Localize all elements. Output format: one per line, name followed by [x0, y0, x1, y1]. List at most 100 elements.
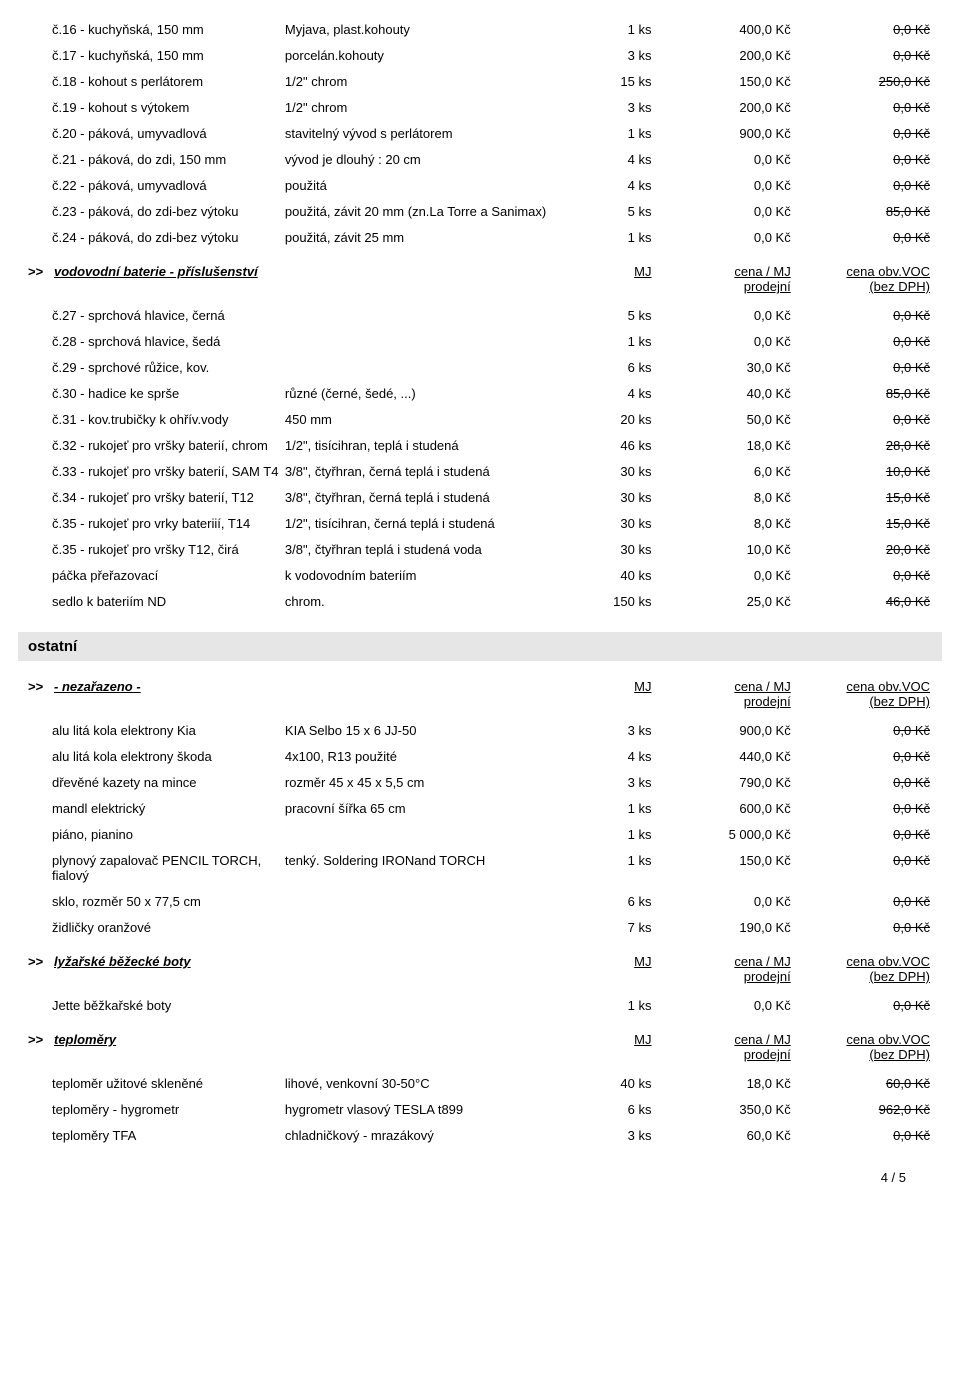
price-header: cena / MJprodejní [653, 1018, 792, 1070]
mj-header: MJ [634, 679, 651, 694]
cell-price: 25,0 Kč [653, 588, 792, 614]
marker-icon: >> [28, 954, 54, 969]
cell-product: sedlo k bateriím ND [28, 588, 283, 614]
cell-price: 600,0 Kč [653, 795, 792, 821]
table-row: č.23 - páková, do zdi-bez výtokupoužitá,… [28, 198, 932, 224]
cell-product: piáno, pianino [28, 821, 283, 847]
cell-product: teploměry - hygrometr [28, 1096, 283, 1122]
cell-product: č.17 - kuchyňská, 150 mm [28, 42, 283, 68]
cell-product: č.24 - páková, do zdi-bez výtoku [28, 224, 283, 250]
cell-product: alu litá kola elektrony Kia [28, 717, 283, 743]
cell-desc: lihové, venkovní 30-50°C [283, 1070, 561, 1096]
table-row: č.27 - sprchová hlavice, černá 5 ks 0,0 Kč… [28, 302, 932, 328]
cell-voc: 250,0 Kč [793, 68, 932, 94]
table-row: č.21 - páková, do zdi, 150 mmvývod je dl… [28, 146, 932, 172]
table-row: alu litá kola elektrony škoda4x100, R13 … [28, 743, 932, 769]
cell-price: 190,0 Kč [653, 914, 792, 940]
cell-mj: 6 ks [561, 354, 653, 380]
cell-voc: 0,0 Kč [793, 406, 932, 432]
cell-voc: 0,0 Kč [793, 224, 932, 250]
cell-product: dřevěné kazety na mince [28, 769, 283, 795]
cell-voc: 20,0 Kč [793, 536, 932, 562]
cell-mj: 30 ks [561, 484, 653, 510]
cell-mj: 3 ks [561, 94, 653, 120]
cell-product: č.18 - kohout s perlátorem [28, 68, 283, 94]
cell-mj: 4 ks [561, 172, 653, 198]
cell-product: č.22 - páková, umyvadlová [28, 172, 283, 198]
table-row: piáno, pianino1 ks5 000,0 Kč0,0 Kč [28, 821, 932, 847]
cell-price: 0,0 Kč [653, 562, 792, 588]
cell-mj: 3 ks [561, 42, 653, 68]
cell-mj: 4 ks [561, 380, 653, 406]
table-row: č.35 - rukojeť pro vrky bateriií, T141/2… [28, 510, 932, 536]
cell-mj: 1 ks [561, 821, 653, 847]
cell-voc: 0,0 Kč [793, 717, 932, 743]
cell-product: č.35 - rukojeť pro vrky bateriií, T14 [28, 510, 283, 536]
cell-desc: 1/2", tisícihran, teplá i studená [283, 432, 561, 458]
cell-voc: 0,0 Kč [793, 172, 932, 198]
table-row: židličky oranžové7 ks190,0 Kč0,0 Kč [28, 914, 932, 940]
cell-desc: Myjava, plast.kohouty [283, 16, 561, 42]
cell-voc: 15,0 Kč [793, 510, 932, 536]
cell-mj: 5 ks [561, 198, 653, 224]
cell-product: sklo, rozměr 50 x 77,5 cm [28, 888, 283, 914]
cell-price: 400,0 Kč [653, 16, 792, 42]
table-row: č.17 - kuchyňská, 150 mmporcelán.kohouty… [28, 42, 932, 68]
cell-desc: různé (černé, šedé, ...) [283, 380, 561, 406]
cell-price: 5 000,0 Kč [653, 821, 792, 847]
cell-price: 0,0 Kč [653, 146, 792, 172]
cell-price: 200,0 Kč [653, 94, 792, 120]
cell-voc: 28,0 Kč [793, 432, 932, 458]
cell-desc [283, 992, 561, 1018]
cell-desc: 3/8", čtyřhran teplá i studená voda [283, 536, 561, 562]
cell-product: č.30 - hadice ke sprše [28, 380, 283, 406]
cell-mj: 30 ks [561, 536, 653, 562]
voc-header: cena obv.VOC(bez DPH) [793, 940, 932, 992]
cell-voc: 0,0 Kč [793, 94, 932, 120]
cell-desc: pracovní šířka 65 cm [283, 795, 561, 821]
table-row: plynový zapalovač PENCIL TORCH, fialovýt… [28, 847, 932, 888]
cell-price: 900,0 Kč [653, 120, 792, 146]
cell-desc [283, 354, 561, 380]
table-row: č.22 - páková, umyvadlovápoužitá4 ks0,0 … [28, 172, 932, 198]
table-row: č.32 - rukojeť pro vršky baterií, chrom1… [28, 432, 932, 458]
cell-price: 790,0 Kč [653, 769, 792, 795]
cell-price: 350,0 Kč [653, 1096, 792, 1122]
cell-price: 18,0 Kč [653, 432, 792, 458]
cell-voc: 0,0 Kč [793, 302, 932, 328]
cell-voc: 0,0 Kč [793, 795, 932, 821]
cell-product: č.27 - sprchová hlavice, černá [28, 302, 283, 328]
cell-desc: 3/8", čtyřhran, černá teplá i studená [283, 458, 561, 484]
voc-header: cena obv.VOC(bez DPH) [793, 1018, 932, 1070]
table-row: mandl elektrickýpracovní šířka 65 cm1 ks… [28, 795, 932, 821]
cell-voc: 0,0 Kč [793, 562, 932, 588]
cell-desc: hygrometr vlasový TESLA t899 [283, 1096, 561, 1122]
cell-desc [283, 821, 561, 847]
cell-mj: 1 ks [561, 16, 653, 42]
cell-mj: 1 ks [561, 847, 653, 888]
cell-voc: 0,0 Kč [793, 42, 932, 68]
cell-mj: 5 ks [561, 302, 653, 328]
price-header: cena / MJprodejní [653, 665, 792, 717]
cell-desc [283, 888, 561, 914]
cell-mj: 1 ks [561, 224, 653, 250]
cell-product: č.23 - páková, do zdi-bez výtoku [28, 198, 283, 224]
cell-voc: 0,0 Kč [793, 888, 932, 914]
group-header: >>vodovodní baterie - příslušenstvíMJcen… [28, 250, 932, 302]
section-band-ostatni: ostatní [18, 632, 942, 661]
cell-desc: 450 mm [283, 406, 561, 432]
cell-desc [283, 302, 561, 328]
cell-voc: 85,0 Kč [793, 380, 932, 406]
table-row: sklo, rozměr 50 x 77,5 cm6 ks0,0 Kč0,0 K… [28, 888, 932, 914]
cell-price: 0,0 Kč [653, 328, 792, 354]
cell-mj: 4 ks [561, 743, 653, 769]
page-number: 4 / 5 [28, 1148, 932, 1185]
cell-mj: 15 ks [561, 68, 653, 94]
cell-product: Jette běžkařské boty [28, 992, 283, 1018]
cell-product: plynový zapalovač PENCIL TORCH, fialový [28, 847, 283, 888]
table-row: páčka přeřazovacík vodovodním bateriím40… [28, 562, 932, 588]
cell-product: č.35 - rukojeť pro vršky T12, čirá [28, 536, 283, 562]
group-title: teploměry [54, 1032, 116, 1047]
cell-desc: 1/2" chrom [283, 94, 561, 120]
cell-mj: 46 ks [561, 432, 653, 458]
